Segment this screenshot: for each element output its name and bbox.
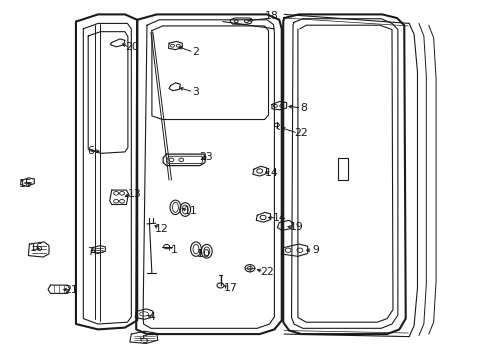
Text: 13: 13 xyxy=(128,189,142,199)
Text: 14: 14 xyxy=(272,213,286,223)
Text: 3: 3 xyxy=(193,87,199,97)
Text: 6: 6 xyxy=(87,146,94,156)
Text: 16: 16 xyxy=(30,243,44,253)
Text: 14: 14 xyxy=(265,168,279,178)
Text: 18: 18 xyxy=(265,11,279,21)
Text: 2: 2 xyxy=(193,47,199,57)
Text: 5: 5 xyxy=(141,335,148,345)
Text: 22: 22 xyxy=(260,267,274,277)
Text: 21: 21 xyxy=(64,285,78,295)
Text: 11: 11 xyxy=(184,206,198,216)
Text: 9: 9 xyxy=(313,245,319,255)
Text: 10: 10 xyxy=(196,249,210,259)
Text: 12: 12 xyxy=(155,224,169,234)
Text: 22: 22 xyxy=(294,128,308,138)
Text: 8: 8 xyxy=(300,103,307,113)
Text: 19: 19 xyxy=(290,222,303,232)
Text: 4: 4 xyxy=(148,312,155,322)
Text: 17: 17 xyxy=(223,283,237,293)
Text: 20: 20 xyxy=(125,42,139,52)
Text: 7: 7 xyxy=(87,247,94,257)
Text: 23: 23 xyxy=(199,152,213,162)
Text: 1: 1 xyxy=(171,245,177,255)
Text: 15: 15 xyxy=(19,179,32,189)
